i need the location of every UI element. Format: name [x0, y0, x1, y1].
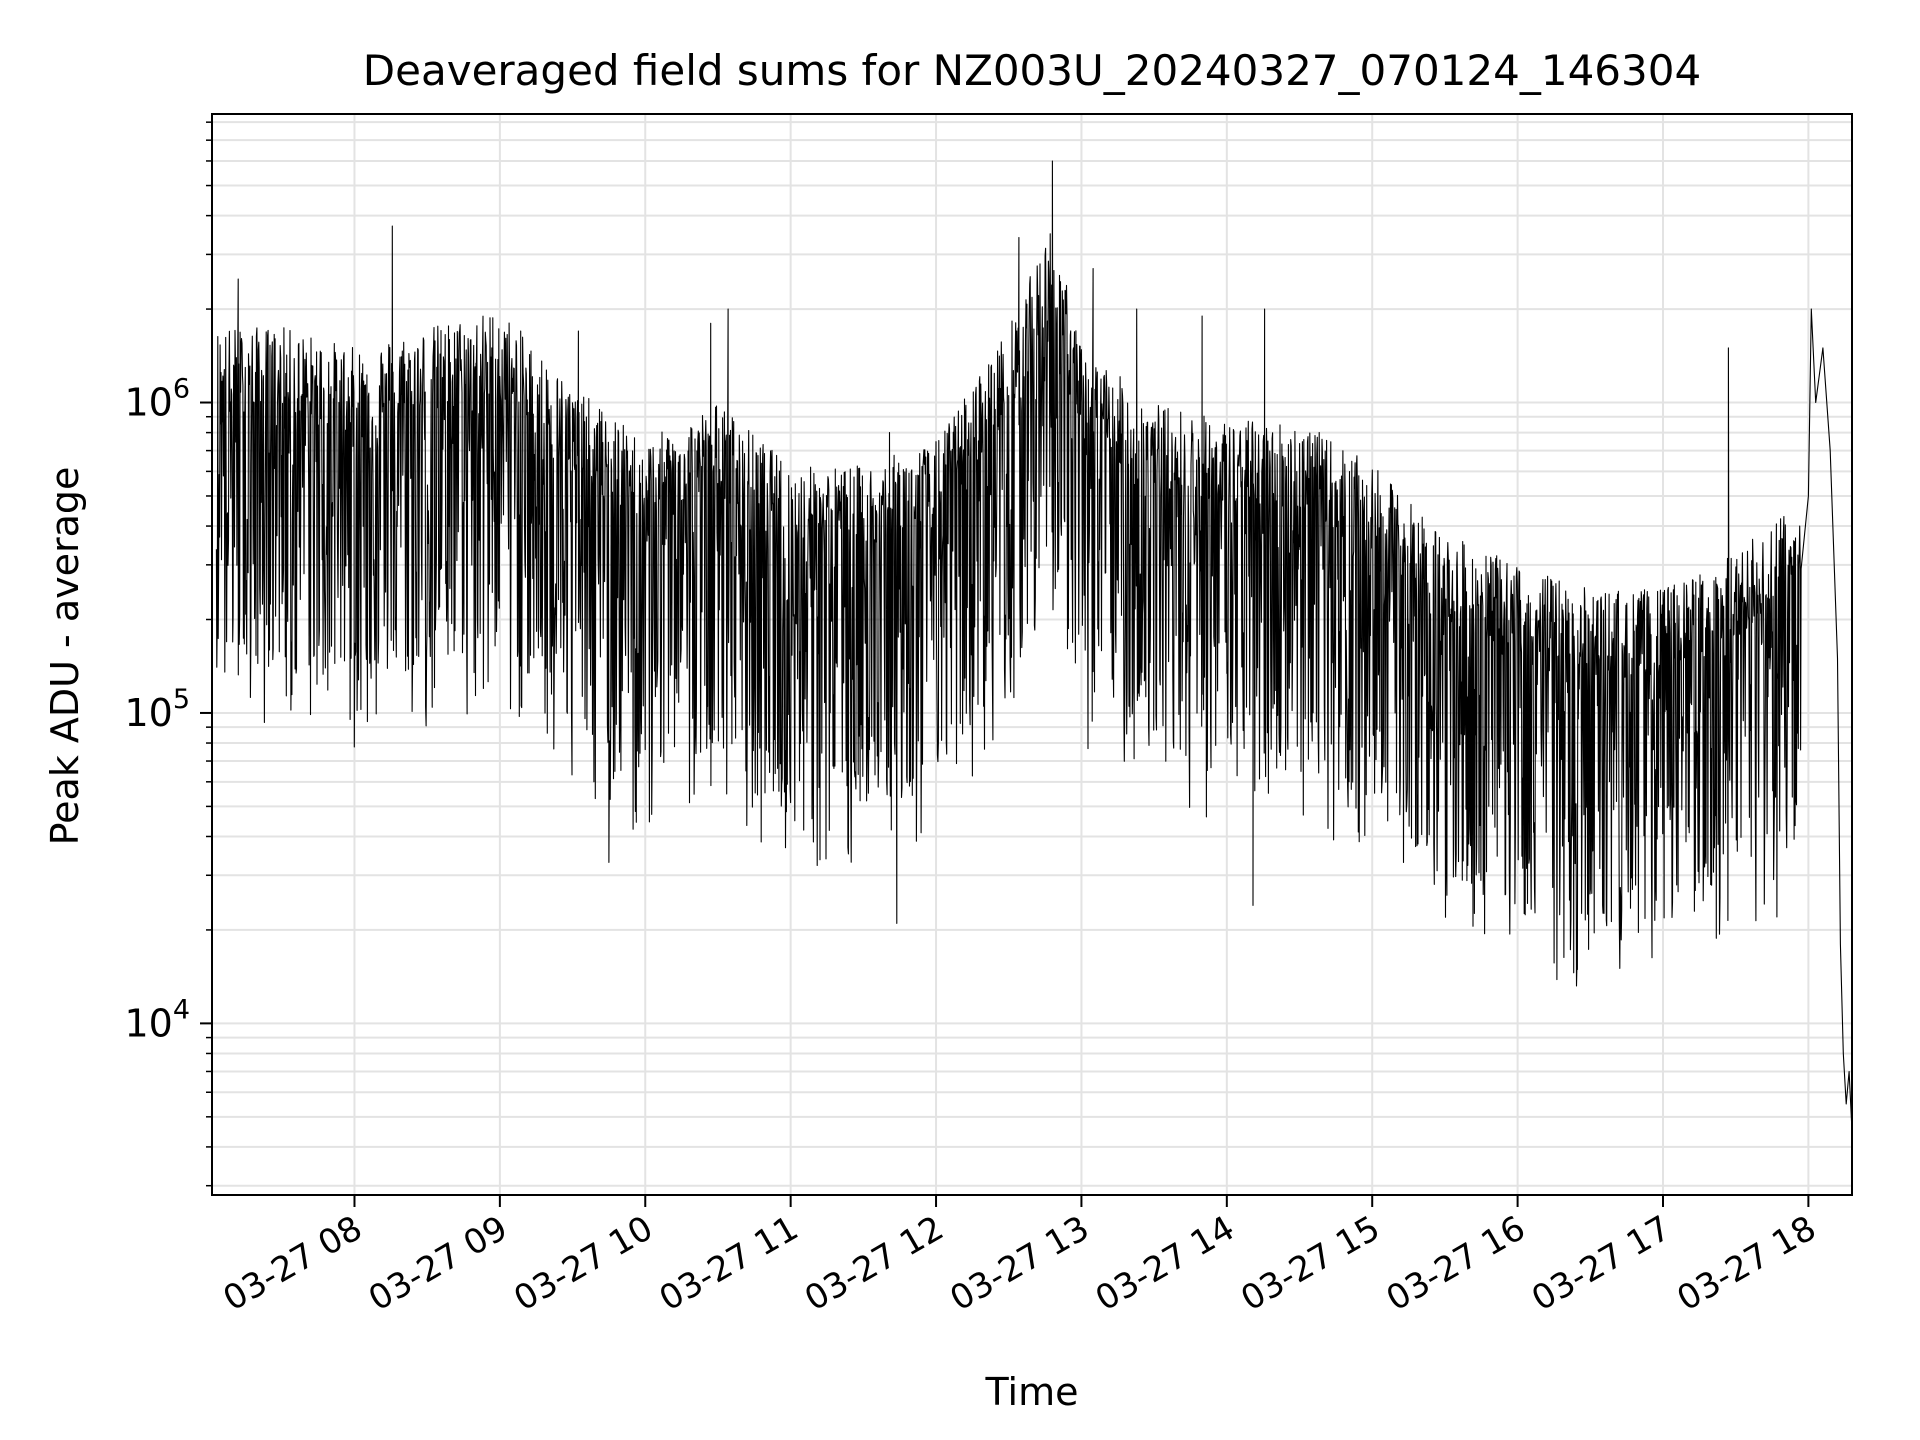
y-tick-label-exponent: 4: [173, 994, 190, 1025]
y-tick-label: 106: [124, 374, 190, 425]
y-tick-label-exponent: 6: [173, 374, 190, 405]
y-tick-label-base: 10: [124, 381, 172, 425]
y-tick-label-exponent: 5: [173, 684, 190, 715]
series-line-peak-adu: [215, 160, 1853, 1132]
y-tick-label-base: 10: [124, 691, 172, 735]
chart-title: Deaveraged field sums for NZ003U_2024032…: [363, 46, 1701, 95]
plot-frame: [211, 113, 1853, 1196]
y-axis-label: Peak ADU - average: [43, 467, 87, 846]
y-tick-label: 105: [124, 684, 190, 735]
x-axis-label: Time: [985, 1370, 1079, 1414]
y-tick-label-base: 10: [124, 1001, 172, 1045]
y-tick-label: 104: [124, 994, 190, 1045]
